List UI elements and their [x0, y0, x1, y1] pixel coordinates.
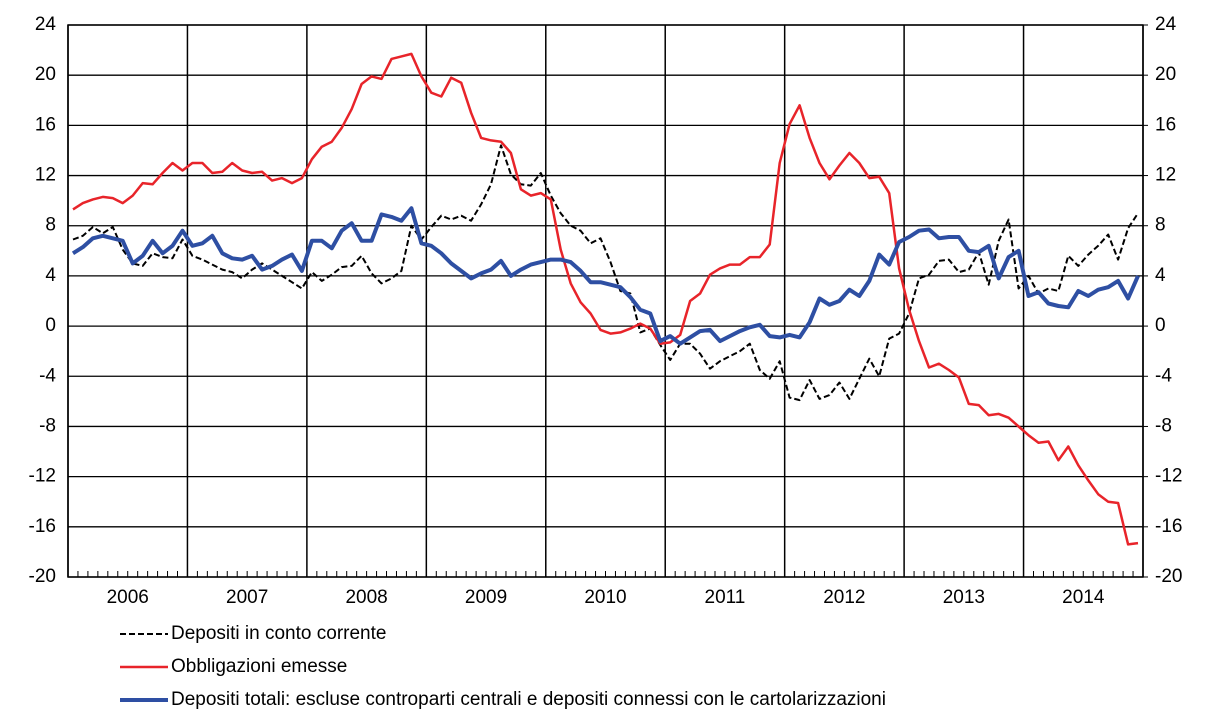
y2-tick-label: -8	[1155, 415, 1172, 436]
y-tick-label: 12	[35, 165, 56, 186]
data-line	[72, 144, 1139, 402]
y-tick-label: 20	[35, 64, 56, 85]
x-tick-label: 2008	[345, 587, 387, 608]
y2-tick-label: 4	[1155, 265, 1166, 286]
y-tick-label: -16	[29, 516, 56, 537]
y2-tick-label: -16	[1155, 516, 1182, 537]
legend-label: Obbligazioni emesse	[171, 656, 347, 677]
y2-tick-label: 16	[1155, 114, 1176, 135]
x-tick-label: 2014	[1062, 587, 1105, 608]
x-tick-label: 2013	[943, 587, 985, 608]
y2-tick-label: 24	[1155, 14, 1177, 35]
y2-tick-label: 0	[1155, 315, 1166, 336]
y2-tick-label: -4	[1155, 365, 1172, 386]
y2-tick-label: 20	[1155, 64, 1176, 85]
legend-label: Depositi totali: escluse controparti cen…	[171, 689, 886, 710]
y-tick-label: -4	[39, 365, 56, 386]
y-tick-label: -8	[39, 415, 56, 436]
y2-tick-label: -20	[1155, 566, 1182, 587]
x-tick-label: 2009	[465, 587, 507, 608]
y-tick-label: 4	[45, 265, 56, 286]
y-tick-label: 8	[45, 215, 56, 236]
y2-tick-label: 12	[1155, 165, 1176, 186]
y2-tick-label: 8	[1155, 215, 1166, 236]
y-tick-label: 0	[45, 315, 56, 336]
y-tick-label: -12	[29, 466, 56, 487]
data-line	[72, 52, 1139, 546]
x-tick-label: 2007	[226, 587, 268, 608]
legend-label: Depositi in conto corrente	[171, 623, 386, 644]
x-tick-label: 2012	[823, 587, 865, 608]
y-tick-label: -20	[29, 566, 56, 587]
plot-frame	[67, 24, 1144, 578]
y-tick-label: 16	[35, 114, 56, 135]
x-tick-label: 2006	[107, 587, 149, 608]
data-line	[71, 206, 1140, 346]
x-tick-label: 2011	[705, 587, 746, 608]
x-tick-label: 2010	[584, 587, 626, 608]
y2-tick-label: -12	[1155, 466, 1182, 487]
y-tick-label: 24	[35, 14, 57, 35]
